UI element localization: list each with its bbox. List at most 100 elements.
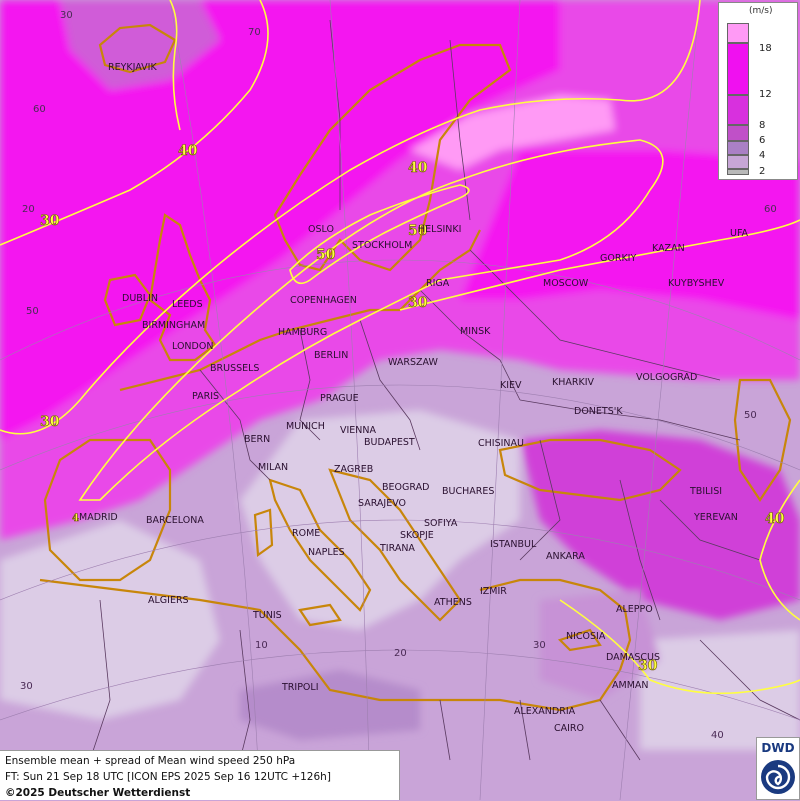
coast-balkans-greece — [328, 468, 462, 622]
city-label: SOFIYA — [424, 518, 458, 529]
legend-tick: 4 — [759, 150, 766, 161]
isotach-40-main — [78, 139, 664, 501]
grid-label: 10 — [255, 640, 268, 651]
city-label: ATHENS — [434, 597, 472, 608]
isotach-label: 30 — [40, 414, 60, 430]
legend-tick: 8 — [759, 120, 766, 131]
spread-med-mid — [240, 670, 420, 740]
dwd-logo: DWD — [756, 737, 800, 800]
city-label: TRIPOLI — [281, 682, 319, 693]
city-label: ALGIERS — [148, 595, 189, 606]
city-label: LEEDS — [172, 299, 203, 310]
isotach-40-iceland — [169, 0, 181, 131]
city-label: HELSINKI — [418, 224, 461, 235]
city-label: DONETS'K — [574, 406, 623, 417]
spread-band-core — [0, 0, 560, 440]
grid-labels: 30 70 60 20 50 60 50 10 20 30 40 30 — [20, 10, 777, 741]
city-label: COPENHAGEN — [290, 295, 357, 306]
isotach-30-south — [559, 599, 800, 695]
spread-turkey-mid — [520, 430, 800, 620]
grid-label: 50 — [26, 306, 39, 317]
city-label: BIRMINGHAM — [142, 320, 205, 331]
grid-label: 20 — [394, 648, 407, 659]
city-label: VIENNA — [340, 425, 377, 436]
legend-tick: 6 — [759, 135, 766, 146]
city-label: STOCKHOLM — [352, 240, 412, 251]
city-label: KHARKIV — [552, 377, 595, 388]
isotach-30-east — [399, 219, 800, 311]
isotach-label: 50 — [316, 247, 336, 263]
legend-tick: 18 — [759, 43, 772, 54]
city-label: BRUSSELS — [210, 363, 259, 374]
coast-british-isles — [148, 213, 217, 362]
grid-label: 20 — [22, 204, 35, 215]
city-label: MOSCOW — [543, 278, 589, 289]
legend-swatch — [727, 43, 749, 95]
grid-label: 70 — [248, 27, 261, 38]
city-label: SARAJEVO — [358, 498, 406, 509]
city-label: WARSZAW — [388, 357, 438, 368]
borders — [89, 19, 800, 761]
city-label: PARIS — [192, 391, 219, 402]
city-label: BERLIN — [314, 350, 348, 361]
isotach-label: 30 — [638, 658, 658, 674]
color-legend: (m/s) 18 12 8 6 4 2 — [718, 2, 798, 180]
isotach-label: 50 — [408, 223, 428, 239]
city-label: ZAGREB — [334, 464, 373, 475]
city-label: UFA — [730, 228, 749, 239]
legend-swatch — [727, 125, 749, 141]
city-label: GORKIY — [600, 253, 636, 264]
legend-tick: 2 — [759, 166, 766, 177]
coast-ireland — [103, 273, 152, 327]
isotach-label: 40 — [178, 143, 198, 159]
coast-black-sea — [498, 438, 682, 502]
isotach-label: 30 — [408, 295, 428, 311]
city-label: ALEPPO — [616, 604, 653, 615]
city-label: TIRANA — [379, 543, 415, 554]
grid-label: 30 — [20, 681, 33, 692]
coast-sicily — [298, 603, 342, 627]
isotachs — [0, 0, 800, 695]
city-label: ROME — [292, 528, 320, 539]
city-label: CAIRO — [554, 723, 584, 734]
caption-title: Ensemble mean + spread of Mean wind spee… — [5, 755, 296, 767]
city-label: ANKARA — [546, 551, 585, 562]
city-label: NICOSIA — [566, 631, 606, 642]
city-label: CHISINAU — [478, 438, 524, 449]
city-label: MINSK — [460, 326, 491, 337]
caption-forecast-time: FT: Sun 21 Sep 18 UTC [ICON EPS 2025 Sep… — [5, 771, 331, 783]
city-label: TBILISI — [689, 486, 722, 497]
city-label: VOLGOGRAD — [636, 372, 697, 383]
legend-swatch — [727, 155, 749, 169]
spread-levant-light — [640, 630, 800, 750]
city-label: NAPLES — [308, 547, 345, 558]
legend-swatch — [727, 95, 749, 125]
logo-text: DWD — [761, 741, 795, 755]
city-label: KUYBYSHEV — [668, 278, 725, 289]
coast-scandinavia — [273, 43, 512, 272]
isotach-label: 30 — [40, 213, 60, 229]
coast-caspian — [733, 378, 792, 502]
city-label: ALEXANDRIA — [514, 706, 576, 717]
legend-tick: 12 — [759, 89, 772, 100]
city-label: LONDON — [172, 341, 213, 352]
legend-swatch — [727, 169, 749, 175]
city-label: ISTANBUL — [490, 539, 537, 550]
spread-iceland — [60, 0, 220, 90]
city-label: BARCELONA — [146, 515, 204, 526]
isotach-labels: 40 30 40 50 50 30 30 40 30 4 — [40, 143, 785, 675]
city-label: YEREVAN — [693, 512, 738, 523]
legend-unit: (m/s) — [749, 6, 773, 16]
city-label: OSLO — [308, 224, 334, 235]
city-label: TUNIS — [252, 610, 282, 621]
city-label: BUDAPEST — [364, 437, 415, 448]
legend-swatch — [727, 141, 749, 155]
grid-label: 40 — [711, 730, 724, 741]
spread-band-east — [460, 150, 800, 320]
spread-sahara-light — [0, 520, 220, 720]
city-label: KIEV — [500, 380, 522, 391]
coast-iceland — [98, 23, 177, 74]
city-label: PRAGUE — [320, 393, 359, 404]
coast-north-africa — [39, 578, 621, 712]
